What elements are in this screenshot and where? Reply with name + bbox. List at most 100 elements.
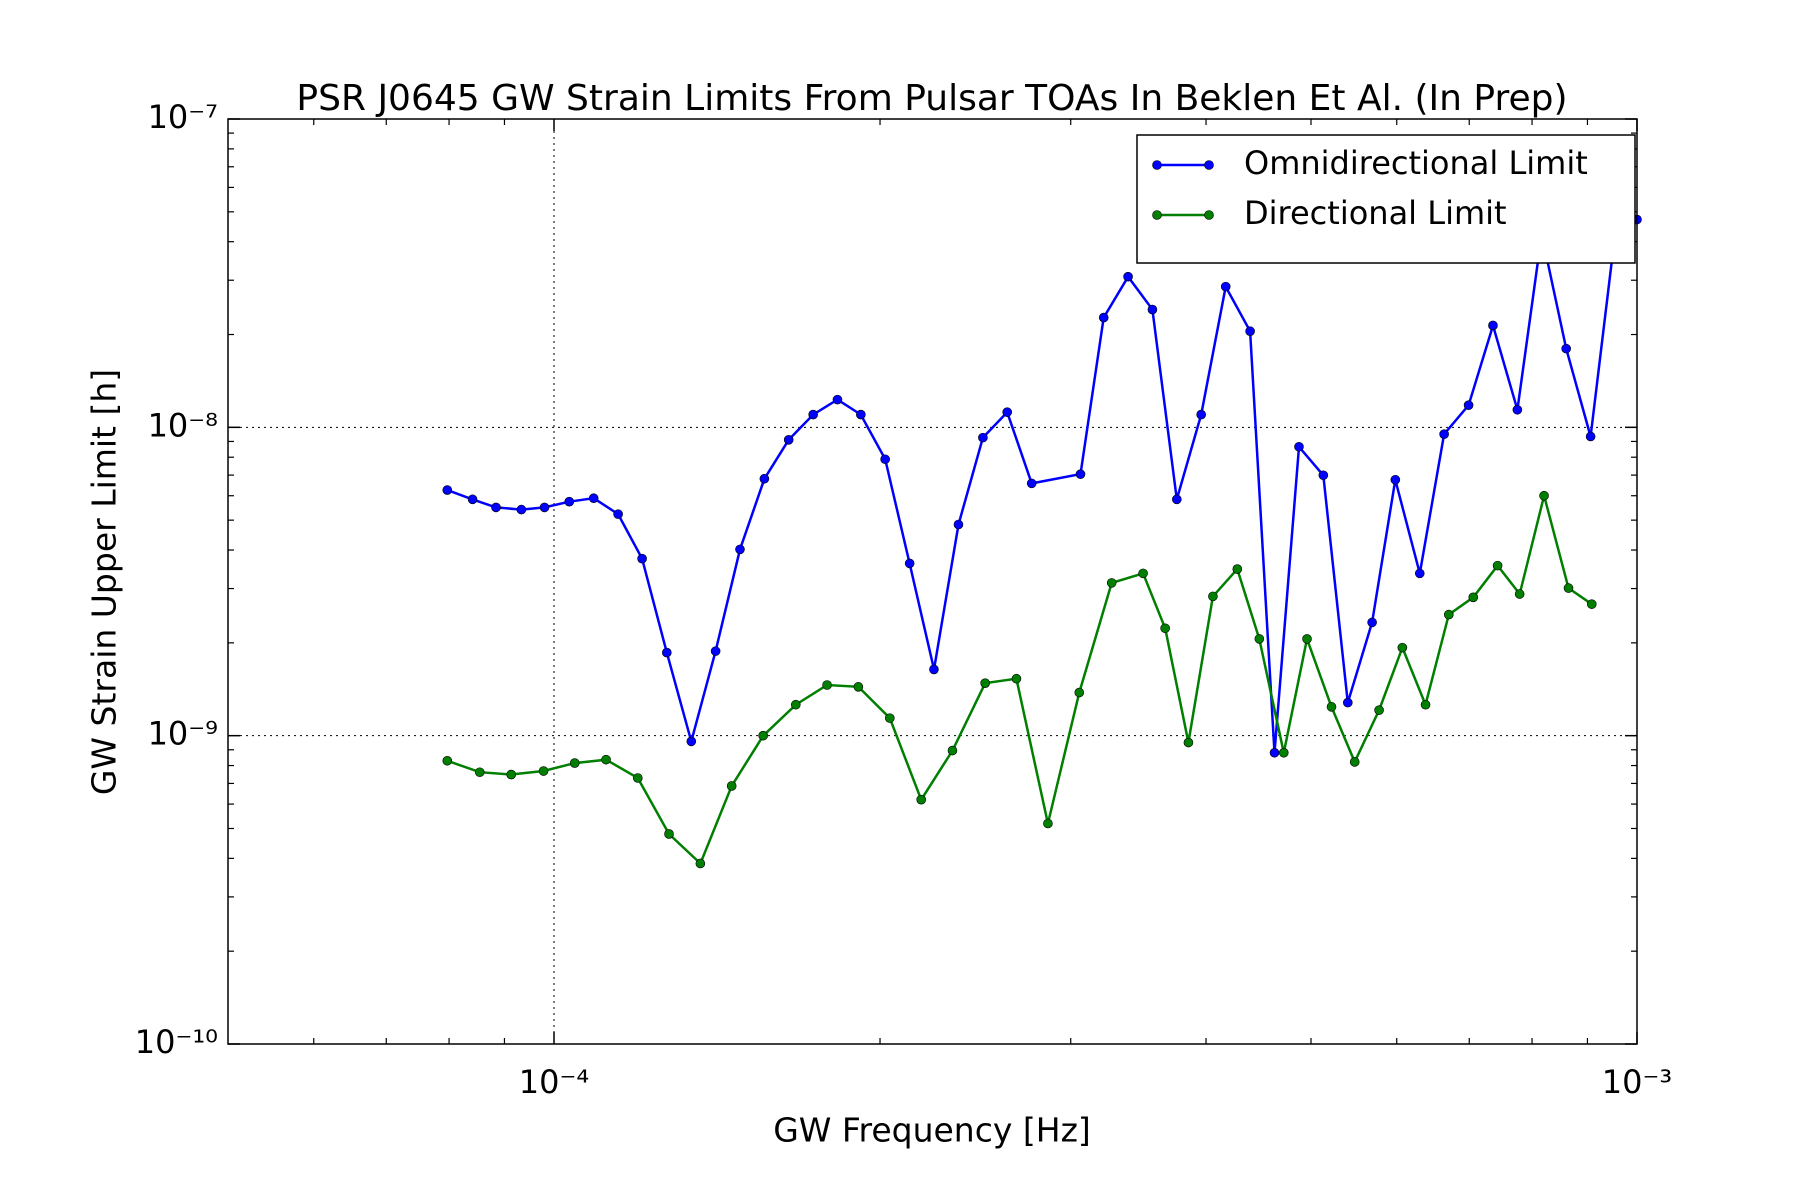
data-point <box>1254 634 1265 644</box>
data-point <box>1514 589 1525 599</box>
data-point <box>1439 429 1449 440</box>
data-point <box>1278 747 1289 758</box>
data-point <box>1232 564 1243 574</box>
data-point <box>1196 409 1206 420</box>
x-axis-label: GW Frequency [Hz] <box>773 1111 1091 1150</box>
data-point <box>953 519 964 530</box>
data-point <box>735 544 745 555</box>
chart-title: PSR J0645 GW Strain Limits From Pulsar T… <box>296 78 1567 119</box>
data-point <box>808 409 818 420</box>
series-line <box>446 495 1593 866</box>
data-point <box>1326 702 1337 712</box>
data-point <box>1414 568 1425 579</box>
data-point <box>1463 400 1474 410</box>
y-axis-label: GW Strain Upper Limit [h] <box>85 369 124 795</box>
legend-label: Omnidirectional Limit <box>1244 144 1588 182</box>
data-point <box>1123 271 1133 282</box>
data-point <box>1269 747 1280 758</box>
data-point <box>1160 623 1170 634</box>
data-point <box>1106 578 1117 588</box>
x-tick-label: 10⁻⁴ <box>519 1063 589 1101</box>
data-point <box>904 558 915 569</box>
data-point <box>710 646 721 656</box>
data-point <box>1349 757 1360 767</box>
y-tick-label: 10⁻⁸ <box>148 406 218 444</box>
data-point <box>856 409 866 420</box>
data-point <box>1183 737 1194 748</box>
data-point <box>1220 281 1231 292</box>
data-point <box>1563 583 1574 593</box>
data-point <box>1026 478 1037 489</box>
data-point <box>637 553 647 564</box>
data-point <box>1390 474 1401 485</box>
legend-marker <box>1204 210 1214 220</box>
legend-marker <box>1152 160 1162 170</box>
data-point <box>758 730 768 741</box>
data-point <box>1002 407 1013 417</box>
data-point <box>759 473 770 484</box>
data-point <box>1367 617 1377 628</box>
y-tick-label: 10⁻¹⁰ <box>135 1023 218 1061</box>
data-point <box>790 699 801 710</box>
data-point <box>880 454 890 465</box>
data-point <box>1074 687 1085 698</box>
data-point <box>633 773 643 783</box>
data-point <box>664 829 674 839</box>
data-point <box>1539 490 1549 501</box>
data-point <box>1098 312 1109 323</box>
data-point <box>929 664 939 675</box>
data-point <box>1374 705 1384 715</box>
data-point <box>442 485 453 495</box>
data-point <box>601 754 611 765</box>
data-point <box>506 769 517 780</box>
data-point <box>1468 592 1479 603</box>
data-point <box>1172 494 1182 505</box>
data-point <box>1342 697 1353 708</box>
legend-marker <box>1204 160 1214 170</box>
legend-box <box>1136 134 1636 264</box>
data-point <box>1208 591 1218 602</box>
data-point <box>1512 404 1523 415</box>
data-point <box>1561 343 1571 354</box>
data-point <box>1043 818 1053 829</box>
data-point <box>695 858 706 869</box>
data-point <box>726 781 737 791</box>
data-point <box>662 647 672 658</box>
data-point <box>474 767 485 778</box>
data-point <box>1138 568 1148 579</box>
data-point <box>1397 642 1408 653</box>
data-point <box>1245 326 1255 337</box>
data-point <box>569 758 580 768</box>
data-point <box>822 680 832 690</box>
data-point <box>613 509 623 519</box>
data-point <box>1488 320 1498 331</box>
legend-label: Directional Limit <box>1244 194 1507 232</box>
data-point <box>539 502 550 513</box>
data-point <box>980 678 990 688</box>
y-tick-label: 10⁻⁹ <box>148 715 218 753</box>
data-point <box>516 504 527 515</box>
data-point <box>1420 699 1431 710</box>
data-point <box>491 502 501 513</box>
data-point <box>564 496 575 507</box>
data-point <box>1147 304 1158 315</box>
x-tick-label: 10⁻³ <box>1602 1063 1672 1101</box>
data-point <box>884 713 895 723</box>
data-point <box>947 745 958 756</box>
data-point <box>1302 634 1312 644</box>
data-point <box>1011 673 1022 684</box>
data-point <box>1443 609 1454 620</box>
data-point <box>1294 441 1304 452</box>
data-point <box>538 766 549 776</box>
data-point <box>588 493 599 504</box>
legend-marker <box>1152 210 1162 220</box>
data-point <box>686 736 697 747</box>
data-point <box>467 494 478 505</box>
data-point <box>916 794 927 805</box>
data-point <box>442 755 453 766</box>
data-point <box>853 682 864 692</box>
plot-frame <box>227 118 1638 1045</box>
y-tick-label: 10⁻⁷ <box>148 98 218 136</box>
